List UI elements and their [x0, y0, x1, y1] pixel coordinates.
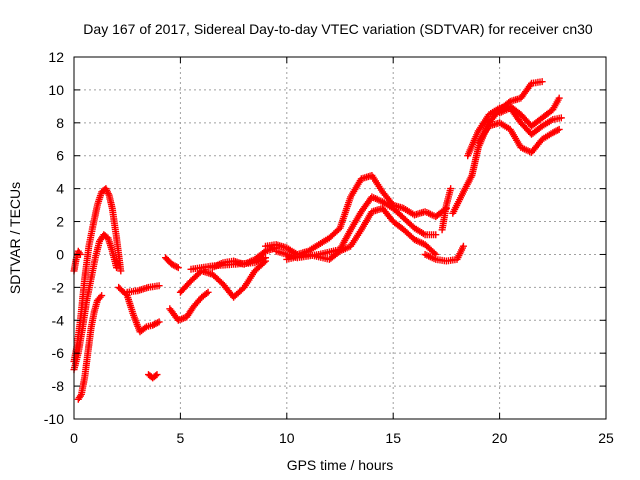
x-tick-label: 15 [385, 430, 401, 446]
data-point-markers [162, 254, 182, 272]
data-point-markers [421, 242, 467, 265]
data-point-markers [464, 94, 563, 160]
y-tick-label: 2 [56, 214, 64, 230]
data-point-markers [438, 185, 455, 234]
data-point-markers [70, 185, 125, 365]
data-points [70, 78, 565, 403]
series-trace-r [449, 78, 546, 217]
data-point-markers [449, 78, 546, 217]
series-trace-j [176, 257, 270, 301]
data-point-markers [166, 288, 212, 324]
data-point-markers [145, 371, 161, 382]
series-trace-q [438, 185, 455, 234]
y-tick-label: 4 [56, 181, 64, 197]
series-trace-f [123, 282, 163, 296]
series-trace-m [262, 172, 450, 258]
y-tick-label: -6 [52, 345, 65, 361]
data-point-markers [123, 282, 163, 296]
series-trace-c [74, 292, 106, 403]
x-tick-label: 20 [492, 430, 508, 446]
data-point-markers [208, 244, 280, 272]
x-tick-label: 0 [70, 430, 78, 446]
data-point-markers [262, 172, 450, 258]
y-tick-label: 12 [48, 49, 64, 65]
y-tick-label: 8 [56, 115, 64, 131]
x-tick-label: 25 [598, 430, 614, 446]
y-tick-label: 10 [48, 82, 64, 98]
series-trace-l [208, 244, 280, 272]
data-point-markers [496, 104, 565, 138]
grid-lines [74, 57, 606, 419]
y-tick-label: -2 [52, 279, 65, 295]
series-trace-g [145, 371, 161, 382]
x-tick-label: 10 [279, 430, 295, 446]
series-trace-a [70, 185, 125, 365]
series-trace-s [464, 94, 563, 160]
y-tick-label: 6 [56, 148, 64, 164]
x-tick-label: 5 [177, 430, 185, 446]
y-tick-label: -8 [52, 378, 65, 394]
y-tick-label: -10 [44, 411, 64, 427]
series-trace-p [421, 242, 467, 265]
axis-ticks: 0 5 10 15 20 25 -10 -8 -6 -4 -2 0 2 4 6 8 10 12 [44, 49, 614, 446]
series-trace-u [496, 104, 565, 138]
series-trace-t [474, 119, 563, 156]
y-axis-label: SDTVAR / TECUs [7, 182, 23, 294]
chart-title: Day 167 of 2017, Sidereal Day-to-day VTE… [83, 21, 593, 37]
y-tick-label: 0 [56, 246, 64, 262]
data-point-markers [283, 204, 440, 263]
series-trace-i [162, 254, 182, 272]
x-axis-label: GPS time / hours [287, 457, 394, 473]
data-point-markers [474, 119, 563, 156]
series-trace-h [166, 288, 212, 324]
data-point-markers [176, 257, 270, 301]
y-tick-label: -4 [52, 312, 65, 328]
series-trace-d [70, 247, 84, 275]
data-point-markers [70, 247, 84, 275]
data-point-markers [74, 292, 106, 403]
series-trace-o [283, 204, 440, 263]
plot-frame [73, 56, 607, 420]
